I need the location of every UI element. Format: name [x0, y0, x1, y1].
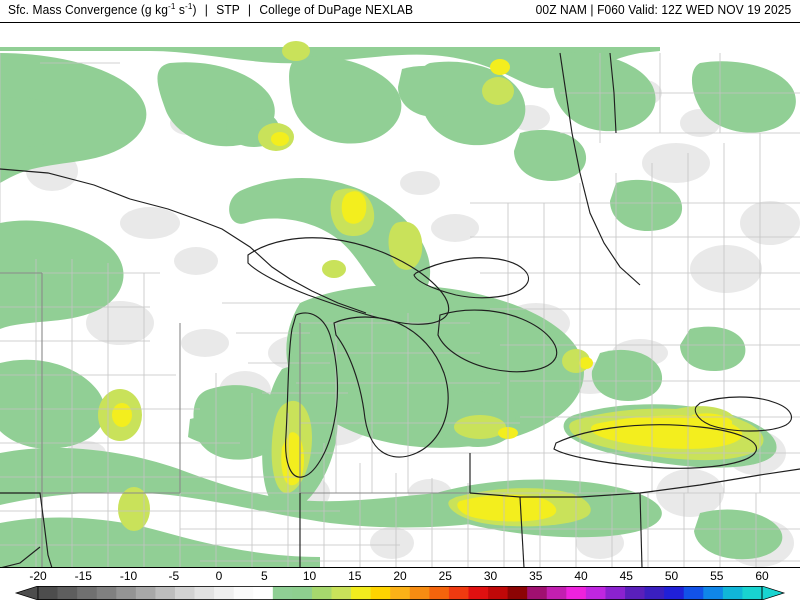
- colorbar-tick: -10: [119, 569, 138, 583]
- colorbar-tick: 25: [438, 569, 452, 583]
- colorbar-tick: -20: [29, 569, 47, 583]
- colorbar[interactable]: -20 -15 -10 -5 0 5 10 15 20 25 30 35 40 45 50 55 60: [0, 568, 800, 600]
- colorbar-tick: 50: [664, 569, 679, 583]
- colorbar-swatch[interactable]: [448, 586, 469, 600]
- colorbar-swatch[interactable]: [742, 586, 763, 600]
- colorbar-swatch[interactable]: [370, 586, 391, 600]
- colorbar-tick: 40: [574, 569, 588, 583]
- colorbar-tick: -5: [168, 569, 180, 583]
- state-boundaries: [0, 272, 470, 567]
- convergence-field-plot: [0, 23, 800, 567]
- source-label: STP: [216, 3, 240, 17]
- colorbar-swatch[interactable]: [390, 586, 411, 600]
- colorbar-tick: 5: [260, 569, 268, 583]
- colorbar-tick: 0: [215, 569, 223, 583]
- colorbar-swatch[interactable]: [722, 586, 743, 600]
- colorbar-swatch[interactable]: [468, 586, 489, 600]
- colorbar-tick: 15: [348, 569, 362, 583]
- colorbar-tick: 55: [710, 569, 724, 583]
- colorbar-extend-min: [14, 586, 39, 600]
- colorbar-swatch[interactable]: [566, 586, 587, 600]
- colorbar-swatch[interactable]: [77, 586, 98, 600]
- units-exponent-1: -1: [168, 0, 176, 11]
- colorbar-swatch[interactable]: [135, 586, 156, 600]
- colorbar-tick: 10: [302, 569, 317, 583]
- colorbar-swatch[interactable]: [57, 586, 78, 600]
- colorbar-swatch[interactable]: [585, 586, 606, 600]
- colorbar-swatch[interactable]: [683, 586, 704, 600]
- colorbar-swatch[interactable]: [194, 586, 215, 600]
- colorbar-swatch[interactable]: [429, 586, 450, 600]
- units-exponent-2: -1: [185, 0, 193, 11]
- institution-label: College of DuPage NEXLAB: [259, 3, 414, 17]
- coastlines-and-borders: [0, 52, 800, 567]
- header-separator-1: |: [204, 3, 209, 17]
- colorbar-extend-max: [761, 586, 786, 600]
- colorbar-swatch[interactable]: [214, 586, 235, 600]
- product-title: Sfc. Mass Convergence: [8, 3, 138, 17]
- colorbar-tick: 30: [483, 569, 498, 583]
- colorbar-swatch[interactable]: [703, 586, 724, 600]
- colorbar-tick-labels: -20 -15 -10 -5 0 5 10 15 20 25 30 35 40 45 50 55 60: [0, 568, 800, 586]
- units-open: (g kg: [140, 3, 169, 17]
- colorbar-tick: 35: [529, 569, 543, 583]
- colorbar-swatch[interactable]: [605, 586, 626, 600]
- colorbar-tick: 20: [393, 569, 407, 583]
- product-units: (g kg-1 s-1): [140, 0, 200, 17]
- header-separator-2: |: [247, 3, 252, 17]
- colorbar-tick: 60: [755, 569, 769, 583]
- units-mid: s: [175, 3, 185, 17]
- colorbar-tick: 45: [619, 569, 633, 583]
- colorbar-swatch[interactable]: [409, 586, 430, 600]
- colorbar-swatches[interactable]: [0, 586, 800, 600]
- colorbar-swatch[interactable]: [311, 586, 332, 600]
- colorbar-swatch[interactable]: [233, 586, 254, 600]
- colorbar-swatch[interactable]: [488, 586, 509, 600]
- colorbar-swatch[interactable]: [96, 586, 117, 600]
- colorbar-swatch[interactable]: [664, 586, 685, 600]
- colorbar-swatch[interactable]: [351, 586, 372, 600]
- units-close: ): [192, 3, 197, 17]
- colorbar-swatch[interactable]: [527, 586, 548, 600]
- colorbar-swatch[interactable]: [625, 586, 645, 600]
- colorbar-swatch[interactable]: [174, 586, 195, 600]
- colorbar-tick: -15: [74, 569, 92, 583]
- header-left-title: Sfc. Mass Convergence (g kg-1 s-1) | STP…: [8, 0, 414, 17]
- colorbar-swatch[interactable]: [331, 586, 352, 600]
- map-canvas[interactable]: [0, 22, 800, 568]
- colorbar-swatch[interactable]: [272, 586, 293, 600]
- colorbar-swatch[interactable]: [38, 586, 58, 600]
- colorbar-swatch[interactable]: [507, 586, 528, 600]
- header-bar: Sfc. Mass Convergence (g kg-1 s-1) | STP…: [0, 0, 800, 22]
- colorbar-swatch[interactable]: [155, 586, 176, 600]
- colorbar-swatch[interactable]: [253, 586, 274, 600]
- colorbar-swatch[interactable]: [546, 586, 567, 600]
- colorbar-swatch[interactable]: [116, 586, 137, 600]
- colorbar-swatch[interactable]: [644, 586, 665, 600]
- header-right-validtime: 00Z NAM | F060 Valid: 12Z WED NOV 19 202…: [535, 3, 791, 17]
- colorbar-swatch[interactable]: [292, 586, 313, 600]
